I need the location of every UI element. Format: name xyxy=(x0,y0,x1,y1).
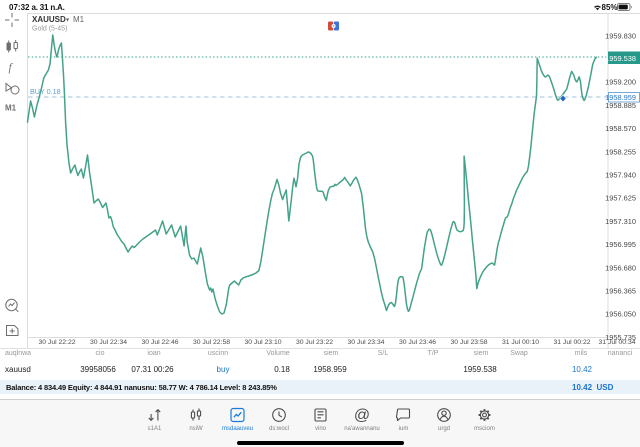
svg-text:@: @ xyxy=(354,407,370,424)
svg-text:1956.050: 1956.050 xyxy=(605,310,636,319)
svg-text:1957.940: 1957.940 xyxy=(605,171,636,180)
svg-text:30 Jul 22:58: 30 Jul 22:58 xyxy=(193,339,230,346)
svg-text:1956.995: 1956.995 xyxy=(605,240,636,249)
svg-text:1959.538: 1959.538 xyxy=(605,54,636,63)
svg-text:30 Jul 23:22: 30 Jul 23:22 xyxy=(296,339,333,346)
svg-text:1959.200: 1959.200 xyxy=(605,78,636,87)
svg-text:1958.959: 1958.959 xyxy=(605,93,636,102)
svg-text:f: f xyxy=(9,62,14,74)
svg-text:30 Jul 22:22: 30 Jul 22:22 xyxy=(38,339,75,346)
svg-text:M1: M1 xyxy=(5,104,17,113)
svg-text:31 Jul 00:22: 31 Jul 00:22 xyxy=(553,339,590,346)
svg-text:31 Jul 00:34: 31 Jul 00:34 xyxy=(598,339,635,346)
svg-text:BUY 0.18: BUY 0.18 xyxy=(30,87,61,96)
svg-text:1958.570: 1958.570 xyxy=(605,124,636,133)
svg-text:30 Jul 23:46: 30 Jul 23:46 xyxy=(399,339,436,346)
svg-text:30 Jul 23:34: 30 Jul 23:34 xyxy=(347,339,384,346)
svg-text:1956.365: 1956.365 xyxy=(605,287,636,296)
svg-text:1957.310: 1957.310 xyxy=(605,217,636,226)
svg-text:XAUUSD: XAUUSD xyxy=(32,15,66,24)
svg-text:1959.830: 1959.830 xyxy=(605,31,636,40)
svg-text:31 Jul 00:10: 31 Jul 00:10 xyxy=(502,339,539,346)
svg-text:30 Jul 23:10: 30 Jul 23:10 xyxy=(244,339,281,346)
svg-text:1957.625: 1957.625 xyxy=(605,194,636,203)
svg-text:M1: M1 xyxy=(73,15,85,24)
svg-text:1958.885: 1958.885 xyxy=(605,101,636,110)
svg-text:1956.680: 1956.680 xyxy=(605,263,636,272)
svg-text:Gold (5-45): Gold (5-45) xyxy=(32,26,67,33)
svg-text:▾: ▾ xyxy=(66,18,69,24)
svg-text:30 Jul 22:34: 30 Jul 22:34 xyxy=(90,339,127,346)
svg-text:30 Jul 22:46: 30 Jul 22:46 xyxy=(141,339,178,346)
svg-text:30 Jul 23:58: 30 Jul 23:58 xyxy=(450,339,487,346)
svg-text:1955.735: 1955.735 xyxy=(605,333,636,342)
svg-text:1958.255: 1958.255 xyxy=(605,147,636,156)
